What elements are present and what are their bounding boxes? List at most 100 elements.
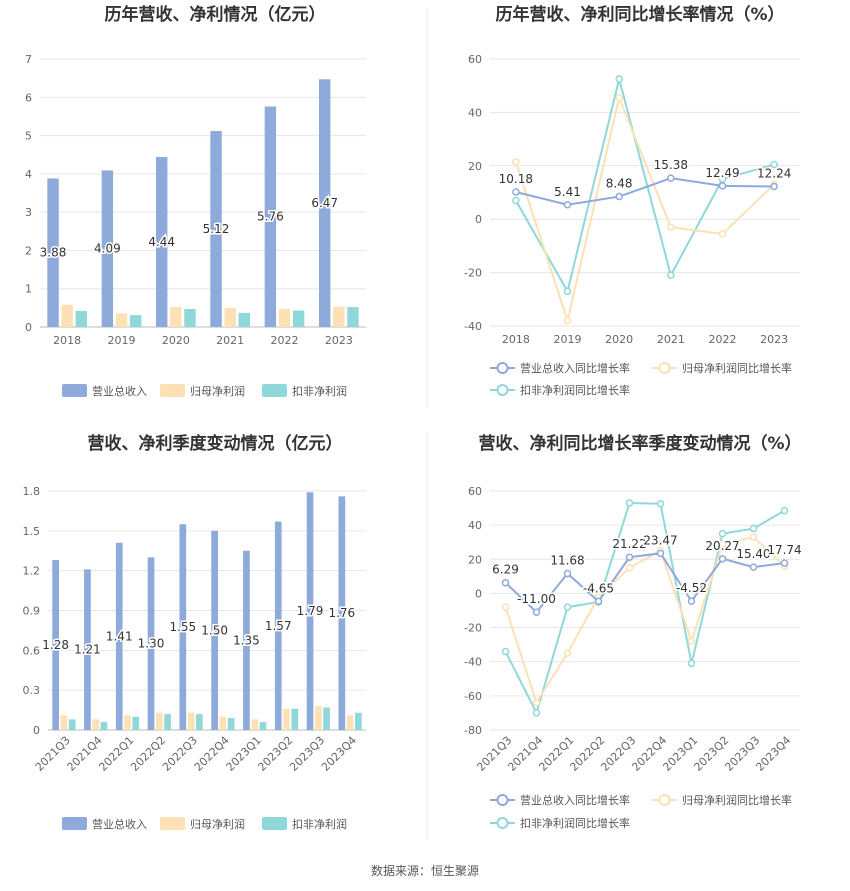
- data-label: -11.00: [517, 592, 556, 606]
- legend-marker: [496, 384, 509, 396]
- data-point: [749, 563, 758, 571]
- data-label: 6.47: [311, 196, 338, 210]
- data-label: 5.76: [257, 210, 284, 224]
- legend-marker: [496, 794, 509, 806]
- legend-label: 扣非净利润: [292, 817, 347, 831]
- bar-net-profit: [115, 313, 128, 327]
- x-tick-label: 2020: [605, 333, 633, 346]
- data-label: 1.30: [138, 637, 165, 651]
- x-tick-label: 2023Q4: [753, 734, 793, 774]
- data-label: 5.41: [554, 185, 581, 199]
- data-point: [501, 647, 510, 656]
- bar-revenue: [47, 178, 59, 327]
- bar-revenue: [319, 79, 331, 327]
- y-tick-label: 40: [468, 519, 482, 532]
- y-tick-label: -40: [464, 320, 482, 333]
- y-tick-label: 1.5: [23, 525, 41, 538]
- data-label: 23.47: [643, 533, 677, 547]
- bar-deducted-profit: [164, 714, 171, 730]
- data-point: [656, 549, 665, 558]
- legend-marker: [496, 362, 509, 374]
- x-tick-label: 2021: [216, 334, 244, 347]
- bar-revenue: [274, 521, 282, 730]
- legend-marker: [658, 794, 671, 806]
- y-tick-label: -40: [464, 656, 482, 669]
- data-label: 15.38: [654, 158, 688, 172]
- x-tick-label: 2023Q4: [319, 734, 359, 774]
- data-point: [563, 201, 572, 209]
- data-point: [501, 578, 510, 587]
- y-tick-label: -20: [464, 622, 482, 635]
- data-point: [780, 506, 789, 515]
- bar-revenue: [156, 157, 168, 327]
- y-tick-label: 20: [468, 160, 482, 173]
- series-line: [504, 501, 786, 716]
- y-tick-label: -20: [464, 267, 482, 280]
- series-line: [514, 94, 775, 325]
- legend-label: 营业总收入: [92, 817, 147, 831]
- y-tick-label: -60: [464, 690, 482, 703]
- data-label: 1.35: [233, 633, 260, 647]
- bar-net-profit: [92, 719, 100, 730]
- y-tick-label: 1.2: [23, 565, 41, 578]
- x-tick-label: 2019: [108, 334, 136, 347]
- series-line: [514, 78, 775, 294]
- y-tick-label: 1: [25, 283, 32, 296]
- data-point: [718, 182, 727, 190]
- data-label: 8.48: [606, 177, 633, 191]
- data-point: [615, 93, 623, 102]
- data-label: 1.79: [297, 604, 324, 618]
- bar-revenue: [179, 524, 187, 730]
- x-tick-label: 2022: [271, 334, 299, 347]
- bar-revenue: [338, 496, 346, 730]
- data-label: 1.21: [74, 643, 101, 657]
- bar-net-profit: [61, 304, 73, 327]
- data-point: [563, 569, 572, 578]
- data-label: 21.22: [612, 537, 646, 551]
- legend-swatch: [160, 817, 185, 830]
- y-tick-label: -80: [464, 724, 482, 737]
- y-tick-label: 3: [25, 206, 32, 219]
- bar-net-profit: [60, 715, 68, 730]
- data-point: [749, 524, 758, 533]
- x-tick-label: 2021: [657, 333, 685, 346]
- legend-label: 归母净利润: [190, 817, 245, 831]
- bar-revenue: [52, 560, 59, 730]
- data-label: 1.55: [169, 620, 196, 634]
- bar-deducted-profit: [355, 712, 362, 730]
- y-tick-label: 4: [25, 168, 32, 181]
- data-label: 1.50: [201, 623, 228, 637]
- legend-label: 扣非净利润同比增长率: [520, 816, 630, 830]
- y-tick-label: 5: [25, 130, 32, 143]
- y-tick-label: 0: [475, 587, 482, 600]
- data-point: [615, 192, 623, 201]
- data-label: 4.09: [94, 242, 121, 256]
- series-line: [515, 177, 775, 206]
- data-point: [667, 271, 675, 280]
- x-tick-label: 2022: [709, 333, 737, 346]
- y-tick-label: 0: [33, 724, 40, 737]
- bar-net-profit: [124, 715, 131, 730]
- bar-deducted-profit: [196, 714, 203, 730]
- legend-label: 归母净利润: [190, 384, 245, 398]
- bar-deducted-profit: [259, 722, 267, 730]
- data-label: 12.24: [757, 167, 791, 181]
- data-point: [563, 287, 572, 296]
- data-point: [687, 637, 696, 645]
- bar-deducted-profit: [184, 309, 196, 327]
- y-tick-label: 0: [475, 213, 482, 226]
- data-point: [780, 559, 789, 567]
- legend-label: 归母净利润同比增长率: [682, 793, 792, 807]
- data-source: 数据来源：恒生聚源: [370, 864, 479, 878]
- y-tick-label: 60: [468, 485, 482, 498]
- legend-swatch: [262, 384, 287, 397]
- data-label: -4.52: [676, 581, 707, 595]
- chart-title: 营收、净利季度变动情况（亿元）: [88, 433, 343, 454]
- y-tick-label: 1.8: [23, 485, 41, 498]
- bar-deducted-profit: [75, 310, 87, 327]
- y-tick-label: 0.3: [23, 684, 41, 697]
- bar-deducted-profit: [238, 312, 250, 327]
- data-point: [749, 533, 758, 541]
- x-tick-label: 2018: [502, 333, 530, 346]
- data-point: [512, 188, 520, 196]
